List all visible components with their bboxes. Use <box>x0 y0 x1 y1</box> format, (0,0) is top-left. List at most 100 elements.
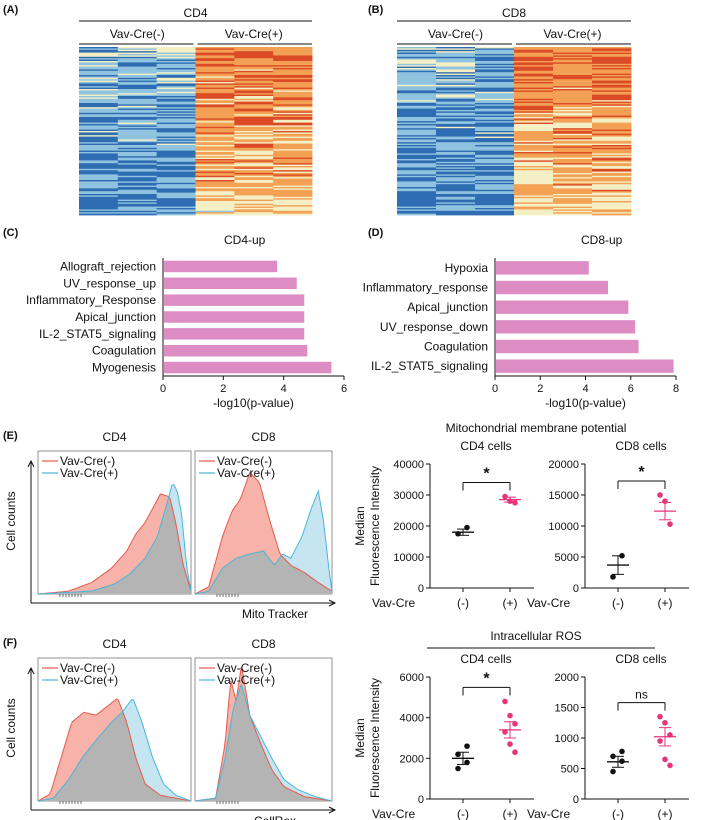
heatmap-cell <box>156 154 196 157</box>
heatmap-cell <box>156 189 196 192</box>
heatmap-cell <box>117 89 158 91</box>
heatmap-cell <box>553 185 593 188</box>
heatmap-cell <box>397 112 437 115</box>
data-point-ko <box>657 738 663 744</box>
heatmap-cell <box>436 128 476 130</box>
heatmap-cell <box>234 122 274 125</box>
heatmap-cell <box>117 203 158 206</box>
heatmap-cell <box>156 208 196 210</box>
heatmap-cell <box>273 52 313 55</box>
heatmap-cell <box>436 135 476 137</box>
heatmap-cell <box>436 159 476 161</box>
heatmap-cell <box>592 122 632 125</box>
heatmap-cell <box>156 58 196 60</box>
heatmap-cell <box>592 131 632 133</box>
heatmap-cell <box>553 68 593 70</box>
heatmap-cell <box>156 135 196 137</box>
heatmap-cell <box>156 129 196 132</box>
heatmap-cell <box>553 195 593 198</box>
heatmap-cell <box>117 192 158 195</box>
heatmap-cell <box>436 132 476 135</box>
heatmap-cell <box>592 56 632 59</box>
group-label: (-) <box>612 807 624 820</box>
heatmap-cell <box>436 125 476 128</box>
heatmap-cell <box>156 76 196 79</box>
heatmap-cell <box>514 111 554 114</box>
heatmap-cell <box>234 140 274 143</box>
heatmap-cell <box>234 178 274 181</box>
heatmap-cell <box>195 84 235 87</box>
heatmap-cell <box>397 185 437 188</box>
heatmap-cell <box>436 131 476 133</box>
category-label: Apical_junction <box>407 300 488 314</box>
heatmap-cell <box>397 114 437 116</box>
heatmap-cell <box>195 98 235 101</box>
heatmap-cell <box>156 133 196 136</box>
heatmap-cell <box>195 110 235 112</box>
heatmap-cell <box>592 83 632 86</box>
heatmap-cell <box>273 87 313 90</box>
heatmap-cell <box>79 91 119 94</box>
heatmap-cell <box>592 125 632 128</box>
heatmap-cell <box>592 75 632 77</box>
heatmap-cell <box>117 101 158 104</box>
heatmap-cell <box>234 210 274 213</box>
heatmap-cell <box>156 198 196 200</box>
heatmap-cell <box>397 132 437 135</box>
heatmap-cell <box>475 125 515 128</box>
heatmap-cell <box>514 138 554 140</box>
heatmap-cell <box>592 94 632 97</box>
histogram-overlap <box>195 551 332 594</box>
heatmap-cell <box>553 126 593 129</box>
heatmap-cell <box>79 167 119 170</box>
heatmap-cell <box>156 203 196 206</box>
heatmap-cell <box>553 201 593 203</box>
data-point-ko <box>512 499 518 506</box>
y-tick-label: 4000 <box>400 713 424 725</box>
heatmap-cell <box>234 72 274 74</box>
heatmap-cell <box>397 180 437 182</box>
heatmap-cell <box>79 51 119 53</box>
bar <box>164 277 297 290</box>
heatmap-cell <box>514 159 554 161</box>
heatmap-cell <box>234 170 274 172</box>
heatmap-cell <box>436 164 476 167</box>
heatmap-cell <box>273 208 313 210</box>
heatmap-cell <box>397 139 437 142</box>
heatmap-cell <box>397 138 437 140</box>
y-tick-label: 10000 <box>393 552 424 564</box>
heatmap-cell <box>273 140 313 143</box>
heatmap-cell <box>117 118 158 121</box>
heatmap-cell <box>592 159 632 161</box>
significance-label: * <box>483 670 490 687</box>
heatmap-cell <box>592 86 632 88</box>
data-point-ko <box>667 762 673 769</box>
heatmap-cell <box>117 181 158 184</box>
heatmap-cell <box>592 142 632 144</box>
heatmap-cell <box>234 146 274 149</box>
heatmap-cell <box>397 175 437 178</box>
heatmap-cell <box>79 68 119 70</box>
heatmap-cell <box>475 206 515 209</box>
heatmap-cell <box>273 115 313 118</box>
heatmap-cell <box>514 132 554 135</box>
heatmap-cell <box>397 145 437 147</box>
heatmap-cell <box>397 161 437 164</box>
heatmap-cell <box>397 47 437 49</box>
heatmap-cell <box>475 131 515 133</box>
heatmap-cell <box>117 73 158 76</box>
heatmap-cell <box>156 80 196 83</box>
heatmap-cell <box>234 55 274 58</box>
heatmap-cell <box>592 180 632 182</box>
heatmap-cell <box>592 128 632 130</box>
heatmap-cell <box>195 69 235 72</box>
heatmap-cell <box>117 160 158 163</box>
heatmap-cell <box>592 90 632 93</box>
heatmap-cell <box>514 201 554 203</box>
panel-label: (A) <box>3 4 19 16</box>
heatmap-cell <box>195 153 235 156</box>
heatmap-cell <box>436 175 476 178</box>
heatmap-cell <box>79 56 119 59</box>
heatmap-cell <box>553 86 593 88</box>
heatmap-cell <box>514 185 554 188</box>
